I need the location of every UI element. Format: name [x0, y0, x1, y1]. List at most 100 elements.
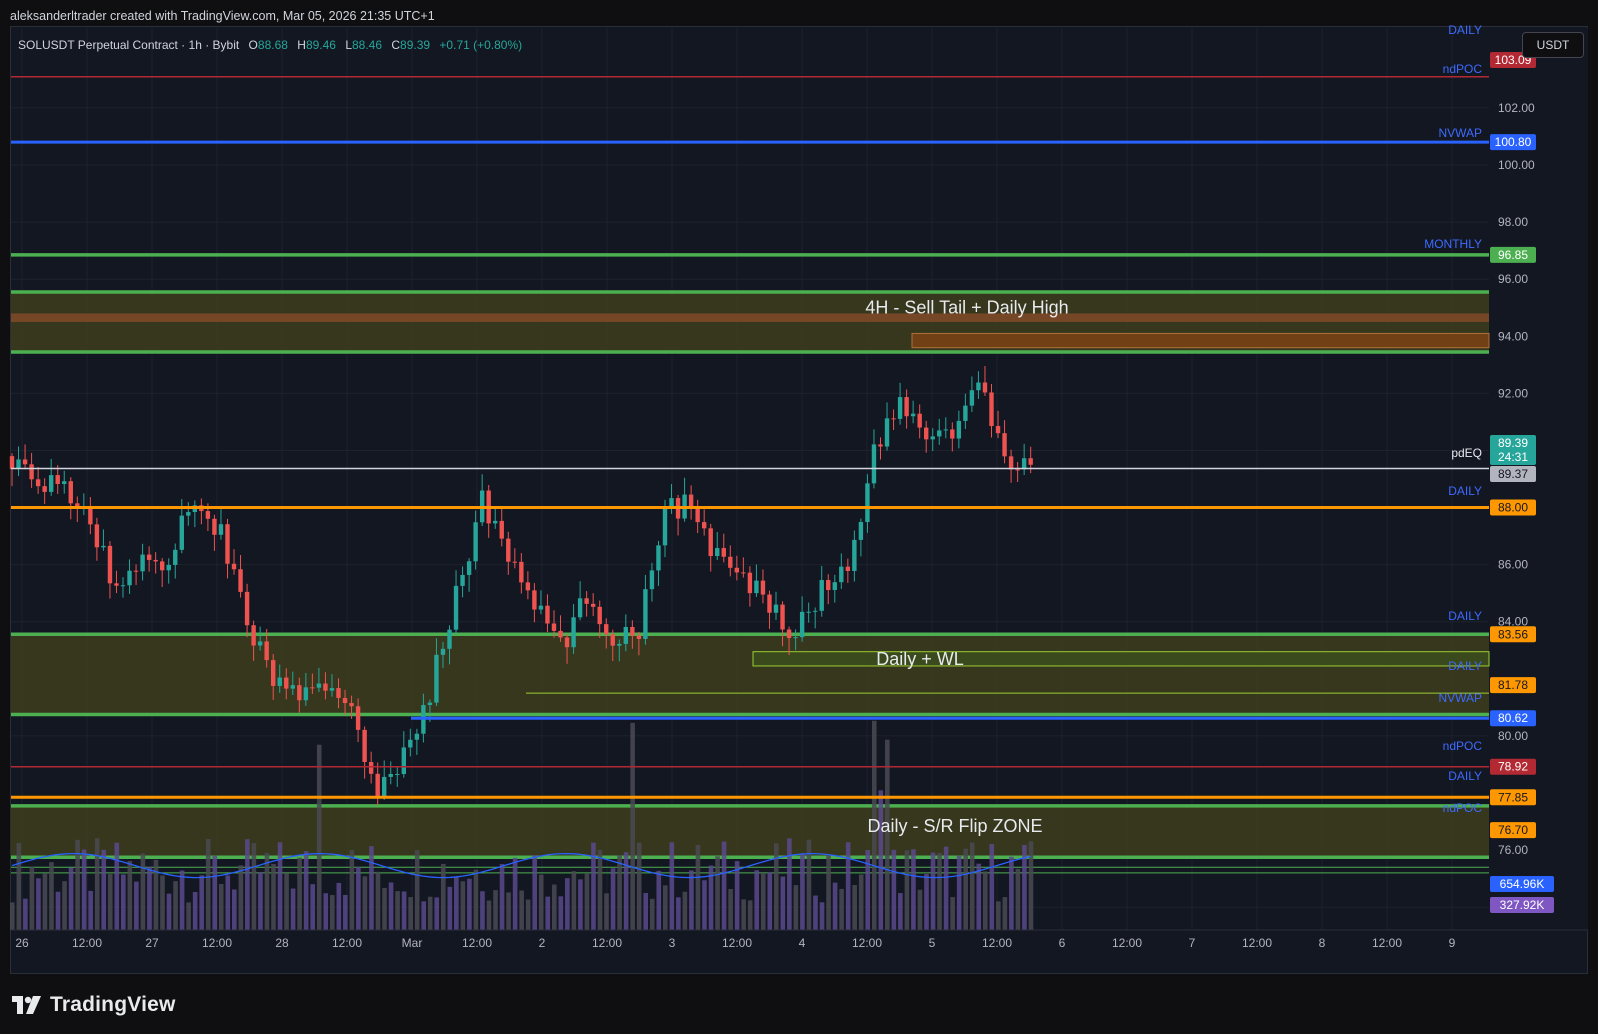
candle-body — [780, 604, 785, 630]
candle-body — [845, 566, 851, 572]
y-tick-label: 100.00 — [1498, 158, 1535, 172]
footer — [0, 975, 1598, 1034]
volume-bar — [996, 901, 1001, 930]
candle — [878, 437, 883, 460]
candle-body — [564, 637, 570, 648]
candle — [297, 677, 302, 713]
candle-body — [590, 603, 596, 607]
candle-body — [852, 539, 857, 572]
x-tick-label: 27 — [145, 936, 159, 950]
x-tick-label: 28 — [275, 936, 289, 950]
candle-body — [832, 582, 837, 590]
candle-body — [989, 392, 994, 427]
volume-bars — [10, 720, 1034, 930]
candle-body — [62, 481, 67, 484]
candle — [16, 446, 21, 477]
candle-body — [982, 382, 988, 393]
candle-body — [159, 561, 165, 571]
candle — [212, 514, 217, 551]
candle — [649, 562, 655, 602]
y-tick-label: 76.00 — [1498, 843, 1528, 857]
price-chart[interactable]: 4H - Sell Tail + Daily High Daily + WL Dai… — [0, 0, 1598, 975]
volume-bar — [114, 842, 120, 930]
candle-body — [995, 426, 1001, 434]
candle — [943, 417, 948, 439]
volume-bar — [982, 871, 988, 930]
y-tick-label: 96.00 — [1498, 272, 1528, 286]
candle — [754, 564, 759, 597]
volume-bar — [950, 897, 955, 930]
candle — [558, 615, 563, 642]
candle-body — [597, 606, 602, 625]
candle-body — [231, 563, 237, 570]
candle — [708, 523, 713, 572]
volume-bar — [81, 849, 87, 930]
candle-body — [362, 729, 367, 763]
volume-badge: 327.92K — [1500, 898, 1545, 912]
volume-bar — [728, 888, 733, 930]
volume-bar — [460, 881, 466, 930]
volume-bar — [545, 896, 551, 930]
volume-bar — [323, 893, 329, 930]
tradingview-logo-icon — [12, 996, 41, 1014]
candle — [806, 602, 811, 623]
candle-body — [16, 459, 21, 470]
x-tick-label: 6 — [1059, 936, 1066, 950]
candle — [244, 583, 250, 638]
candle-body — [688, 494, 694, 509]
level-label-daily: DAILY — [1448, 659, 1482, 673]
candle-body — [741, 572, 746, 574]
candle — [597, 600, 602, 638]
candle-body — [786, 629, 792, 638]
candle-body — [1002, 433, 1007, 457]
x-tick-label: 26 — [15, 936, 29, 950]
candle — [336, 678, 341, 709]
candle-body — [499, 520, 504, 539]
candle — [910, 400, 916, 424]
volume-bar — [708, 865, 714, 930]
volume-bar — [565, 878, 570, 930]
candle — [969, 376, 975, 412]
low-label: L — [345, 38, 352, 52]
candle — [937, 418, 942, 445]
candle — [257, 626, 263, 651]
candle-body — [166, 564, 171, 571]
volume-bar — [277, 842, 283, 930]
candle — [329, 674, 335, 697]
volume-bar — [310, 884, 315, 930]
currency-button[interactable]: USDT — [1522, 32, 1584, 58]
symbol-title[interactable]: SOLUSDT Perpetual Contract · 1h · Bybit — [18, 38, 240, 52]
candle-body — [440, 648, 446, 655]
x-tick-label: 4 — [799, 936, 806, 950]
volume-bar — [649, 898, 655, 930]
volume-bar — [336, 882, 342, 930]
volume-bar — [989, 844, 995, 930]
volume-bar — [519, 890, 524, 930]
volume-bar — [702, 880, 707, 930]
x-tick-label: 7 — [1189, 936, 1196, 950]
candle-body — [153, 559, 158, 562]
candle-body — [525, 582, 531, 591]
volume-badge-bg — [1490, 876, 1554, 892]
candle-body — [728, 556, 733, 568]
volume-bar — [101, 849, 107, 930]
candle — [62, 470, 67, 494]
candle-body — [186, 512, 191, 516]
tradingview-logo[interactable]: TradingView — [12, 993, 176, 1017]
candle — [976, 371, 981, 399]
candle — [577, 581, 583, 621]
volume-bar — [225, 875, 231, 930]
volume-bar — [767, 872, 773, 930]
candle-body — [943, 429, 948, 431]
candle-body — [577, 598, 583, 618]
candle-body — [773, 604, 779, 613]
candle — [88, 497, 93, 535]
candle-body — [512, 561, 518, 563]
candle — [355, 698, 361, 743]
volume-bar — [845, 842, 851, 930]
open-value: 88.68 — [257, 38, 288, 52]
volume-bar — [878, 790, 884, 930]
volume-bar — [630, 722, 635, 930]
volume-bar — [1009, 856, 1014, 930]
volume-bar — [1015, 868, 1021, 930]
